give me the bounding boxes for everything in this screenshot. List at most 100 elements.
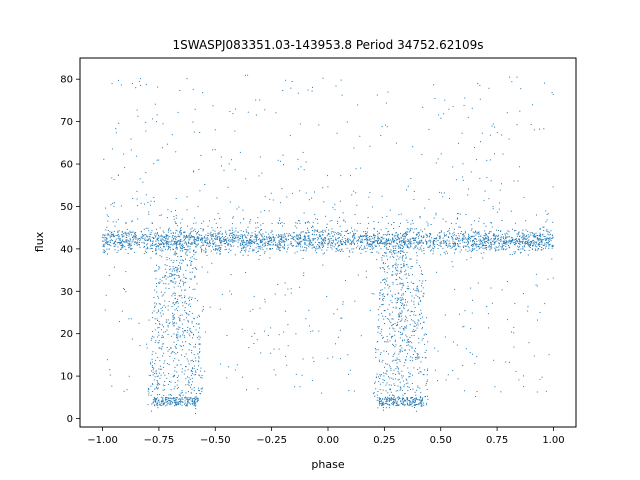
data-point xyxy=(409,336,411,338)
data-point xyxy=(256,239,258,241)
data-point xyxy=(196,337,198,339)
data-point xyxy=(181,392,183,393)
data-point xyxy=(424,343,426,345)
data-point xyxy=(504,241,506,243)
data-point xyxy=(494,241,496,243)
data-point xyxy=(291,192,293,194)
data-point xyxy=(153,400,155,402)
data-point xyxy=(163,326,164,328)
data-point xyxy=(212,246,213,248)
data-point xyxy=(464,245,466,247)
data-point xyxy=(407,310,409,312)
data-point xyxy=(370,251,372,253)
data-point xyxy=(551,237,553,239)
data-point xyxy=(401,326,403,328)
data-point xyxy=(304,222,306,223)
data-point xyxy=(493,238,495,240)
data-point xyxy=(180,227,182,229)
data-point xyxy=(330,245,332,246)
data-point xyxy=(531,240,533,242)
data-point xyxy=(536,246,538,248)
data-point xyxy=(193,238,195,240)
data-point xyxy=(169,394,171,395)
data-point xyxy=(153,367,155,369)
data-point xyxy=(150,339,152,341)
data-point xyxy=(168,241,170,243)
data-point xyxy=(395,259,397,261)
data-point xyxy=(112,234,114,235)
data-point xyxy=(484,248,486,249)
data-point xyxy=(169,402,171,404)
data-point xyxy=(188,242,190,244)
data-point xyxy=(427,246,429,248)
data-point xyxy=(427,235,429,237)
data-point xyxy=(379,294,381,296)
data-point xyxy=(189,245,191,247)
data-point xyxy=(178,316,180,318)
data-point xyxy=(371,206,373,208)
data-point xyxy=(496,235,498,237)
data-point xyxy=(389,314,391,316)
data-point xyxy=(444,242,446,244)
data-point xyxy=(303,169,305,171)
data-point xyxy=(311,245,313,247)
data-point xyxy=(487,313,489,315)
data-point xyxy=(321,237,323,239)
data-point xyxy=(155,359,157,361)
data-point xyxy=(187,327,189,328)
data-point xyxy=(264,251,266,253)
data-point xyxy=(394,402,395,404)
data-point xyxy=(169,266,171,267)
data-point xyxy=(169,398,171,400)
data-point xyxy=(166,259,168,261)
data-point xyxy=(158,368,160,370)
data-point xyxy=(159,404,161,406)
data-point xyxy=(175,399,177,401)
data-point xyxy=(187,236,189,238)
data-point xyxy=(411,402,413,404)
data-point xyxy=(170,403,172,405)
data-point xyxy=(160,214,162,216)
data-point xyxy=(349,369,351,371)
data-point xyxy=(399,256,401,258)
data-point xyxy=(283,240,285,242)
data-point xyxy=(379,306,381,308)
data-point xyxy=(384,366,385,368)
data-point xyxy=(391,311,393,313)
data-point xyxy=(193,346,195,348)
data-point xyxy=(172,235,173,237)
data-point xyxy=(395,344,397,346)
data-point xyxy=(135,241,137,243)
data-point xyxy=(312,226,314,228)
data-point xyxy=(403,260,405,262)
data-point xyxy=(401,287,403,289)
data-point xyxy=(369,192,371,194)
data-point xyxy=(232,233,234,235)
data-point xyxy=(406,277,408,279)
data-point xyxy=(414,330,415,332)
data-point xyxy=(452,370,454,372)
data-point xyxy=(282,234,284,236)
data-point xyxy=(421,282,423,284)
data-point xyxy=(300,166,302,168)
data-point xyxy=(493,359,495,361)
data-point xyxy=(163,395,165,396)
data-point xyxy=(386,382,388,384)
data-point xyxy=(404,243,406,245)
data-point xyxy=(407,231,409,233)
data-point xyxy=(314,191,315,193)
data-point xyxy=(157,397,159,399)
data-point xyxy=(426,374,428,376)
data-point xyxy=(510,241,512,243)
data-point xyxy=(115,221,117,223)
data-point xyxy=(388,240,390,242)
data-point xyxy=(186,237,188,239)
data-point xyxy=(130,234,132,236)
data-point xyxy=(372,245,373,247)
data-point xyxy=(260,239,262,241)
data-point xyxy=(455,248,457,250)
data-point xyxy=(401,294,402,296)
data-point xyxy=(153,297,155,298)
data-point xyxy=(546,229,548,231)
data-point xyxy=(183,282,185,284)
